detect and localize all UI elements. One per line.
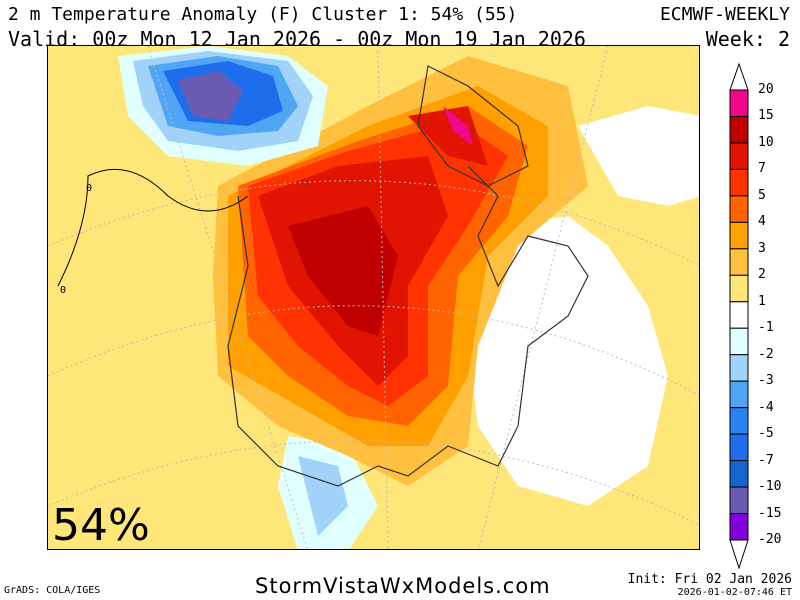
- colorbar-bottom-arrow: [729, 539, 749, 570]
- grads-credit: GrADS: COLA/IGES: [4, 585, 101, 596]
- colorbar-swatch: [729, 327, 749, 356]
- colorbar-label: -4: [758, 399, 774, 415]
- colorbar-swatch: [729, 301, 749, 329]
- colorbar-label: 3: [758, 240, 766, 256]
- colorbar-swatch: [729, 407, 749, 435]
- colorbar-label: 5: [758, 187, 766, 203]
- colorbar-label: 2: [758, 267, 766, 283]
- colorbar-label: 1: [758, 293, 766, 309]
- colorbar-label: -10: [758, 479, 782, 495]
- cluster-percent: 54%: [52, 500, 150, 551]
- colorbar-swatch: [729, 221, 749, 250]
- colorbar-swatch: [729, 274, 749, 303]
- colorbar-label: 10: [758, 134, 774, 150]
- colorbar-swatch: [729, 354, 749, 382]
- colorbar-label: -2: [758, 346, 774, 362]
- colorbar-swatch: [729, 195, 749, 223]
- init-time: Init: Fri 02 Jan 2026: [627, 572, 792, 587]
- colorbar-label: 7: [758, 161, 766, 177]
- colorbar-swatch: [729, 513, 749, 541]
- anomaly-map: 0 0: [47, 45, 700, 550]
- model-name: ECMWF-WEEKLY: [659, 4, 790, 25]
- colorbar-label: -3: [758, 373, 774, 389]
- contour-label: 0: [86, 183, 92, 194]
- colorbar-label: 20: [758, 82, 774, 97]
- colorbar-label: 15: [758, 108, 774, 124]
- colorbar-swatch: [729, 89, 749, 117]
- colorbar-swatch: [729, 168, 749, 197]
- colorbar-swatch: [729, 460, 749, 488]
- colorbar-swatch: [729, 248, 749, 276]
- colorbar-label: -20: [758, 532, 782, 547]
- colorbar-label: -5: [758, 426, 774, 442]
- colorbar-swatch: [729, 380, 749, 409]
- colorbar-label: -7: [758, 452, 774, 468]
- colorbar-swatch: [729, 486, 749, 515]
- week-label: Week: 2: [705, 27, 790, 51]
- colorbar-swatch: [729, 433, 749, 462]
- colorbar-label: 4: [758, 214, 766, 230]
- site-watermark: StormVistaWxModels.com: [255, 574, 551, 598]
- colorbar-top-arrow: [729, 62, 749, 91]
- colorbar-swatch: [729, 115, 749, 144]
- colorbar-label: -1: [758, 320, 774, 336]
- timestamp: 2026-01-02-07:46 ET: [677, 587, 792, 598]
- colorbar-label: -15: [758, 505, 782, 521]
- colorbar-graphic: [729, 62, 749, 570]
- contour-label: 0: [60, 285, 66, 296]
- map-title: 2 m Temperature Anomaly (F) Cluster 1: 5…: [8, 4, 518, 25]
- colorbar: [720, 62, 800, 572]
- colorbar-swatch: [729, 142, 749, 170]
